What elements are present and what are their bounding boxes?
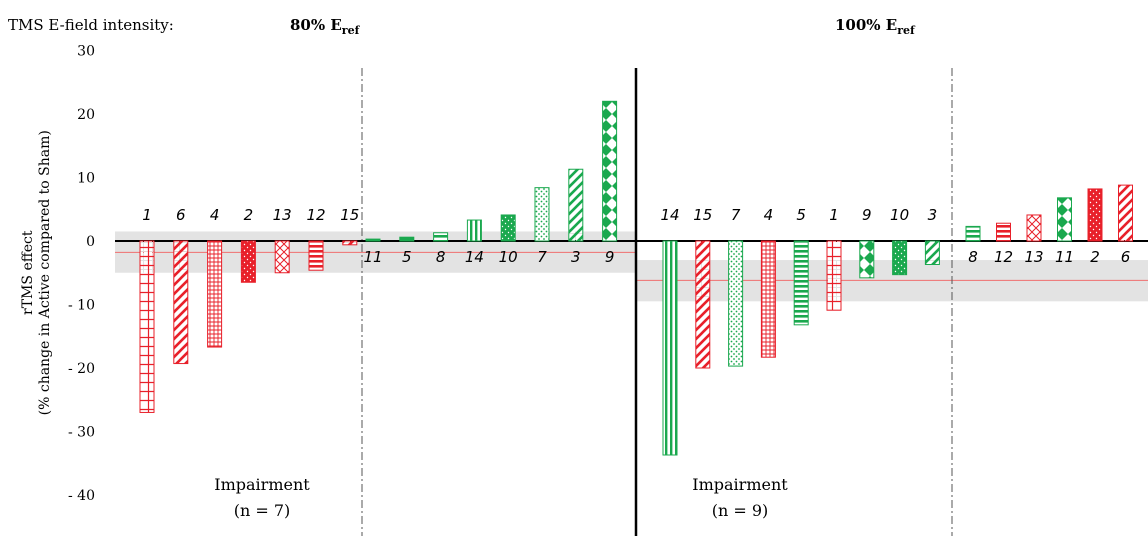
bar-label: 12 xyxy=(994,248,1013,266)
bar-label: 1 xyxy=(142,206,152,224)
bar-label: 4 xyxy=(764,206,774,224)
bar-label: 14 xyxy=(465,248,484,266)
y-tick-label: - 20 xyxy=(68,361,95,377)
y-tick-label: 20 xyxy=(77,107,95,123)
bar-8 xyxy=(433,232,449,242)
bar-label: 2 xyxy=(1090,248,1100,266)
bar-label: 14 xyxy=(660,206,679,224)
bar-3 xyxy=(568,168,584,242)
bar-label: 3 xyxy=(571,248,581,266)
bar-label: 10 xyxy=(890,206,909,224)
bar-12 xyxy=(996,222,1011,242)
bar-label: 5 xyxy=(796,206,806,224)
bar-8 xyxy=(965,225,981,242)
bar-label: 3 xyxy=(928,206,938,224)
bar-4 xyxy=(207,240,223,348)
axes: 30 20 10 0 - 10 - 20 - 30 - 40 rTMS effect (% cha… xyxy=(20,44,1148,536)
bar-13 xyxy=(274,240,290,274)
bar-14 xyxy=(466,219,482,242)
bar-12 xyxy=(308,240,324,271)
bar-label: 9 xyxy=(862,206,872,224)
group-label: Impairment xyxy=(692,475,788,494)
bar-label: 5 xyxy=(402,248,412,266)
group-label: Impairment xyxy=(214,475,310,494)
bar-label: 11 xyxy=(363,248,382,266)
y-tick-label: - 10 xyxy=(68,298,95,314)
bar-4 xyxy=(760,240,776,358)
y-axis-label: rTMS effect xyxy=(20,230,36,315)
bar-label: 4 xyxy=(210,206,220,224)
bar-2 xyxy=(240,240,256,283)
bar-label: 9 xyxy=(605,248,615,266)
bar-6 xyxy=(1118,184,1133,242)
bar-1 xyxy=(826,240,842,311)
bar-label: 13 xyxy=(1024,248,1043,266)
bar-7 xyxy=(534,187,550,242)
panel-left-title: 80% Eref xyxy=(290,16,360,37)
bar-5 xyxy=(793,240,809,326)
bar-label: 12 xyxy=(306,206,325,224)
bar-15 xyxy=(695,240,711,369)
y-tick-label: 10 xyxy=(77,171,95,187)
bar-13 xyxy=(1026,214,1042,242)
bar-label: 15 xyxy=(340,206,359,224)
bar-2 xyxy=(1087,188,1103,242)
bar-14 xyxy=(662,240,678,456)
y-tick-label: - 30 xyxy=(68,425,95,441)
y-axis-label: (% change in Active compared to Sham) xyxy=(37,130,53,415)
bar-label: 10 xyxy=(499,248,518,266)
bar-9 xyxy=(859,240,875,279)
bar-7 xyxy=(728,240,744,367)
bar-label: 8 xyxy=(968,248,978,266)
bar-label: 8 xyxy=(436,248,446,266)
bars xyxy=(139,100,1133,456)
panel-right-title: 100% Eref xyxy=(835,16,915,37)
chart-header: TMS E-field intensity: 80% Eref 100% Ere… xyxy=(0,0,1148,50)
bar-5 xyxy=(399,236,415,242)
bar-1 xyxy=(139,240,155,413)
bar-label: 7 xyxy=(537,248,547,266)
bar-label: 7 xyxy=(731,206,741,224)
y-tick-label: 0 xyxy=(86,234,95,250)
bar-10 xyxy=(892,240,908,276)
group-n: (n = 9) xyxy=(712,501,769,520)
bar-9 xyxy=(602,100,618,242)
bar-label: 15 xyxy=(693,206,712,224)
bar-15 xyxy=(342,240,358,246)
bar-label: 2 xyxy=(244,206,254,224)
intensity-label: TMS E-field intensity: xyxy=(8,16,174,34)
bar-11 xyxy=(365,238,381,242)
bar-11 xyxy=(1057,197,1072,242)
y-tick-label: 30 xyxy=(77,44,95,60)
bar-3 xyxy=(924,240,940,265)
bar-label: 1 xyxy=(829,206,839,224)
ci-bands xyxy=(115,231,1148,302)
bar-6 xyxy=(173,240,189,365)
bar-label: 11 xyxy=(1055,248,1074,266)
bar-label: 13 xyxy=(273,206,292,224)
y-tick-label: - 40 xyxy=(68,488,95,504)
bar-10 xyxy=(500,214,516,242)
group-n: (n = 7) xyxy=(234,501,291,520)
bar-label: 6 xyxy=(1121,248,1131,266)
bar-label: 6 xyxy=(176,206,186,224)
